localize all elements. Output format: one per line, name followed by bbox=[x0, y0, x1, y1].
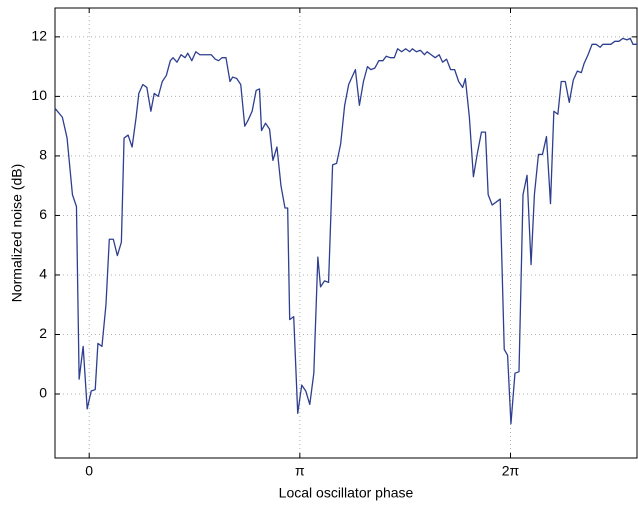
data-line bbox=[54, 37, 637, 425]
y-tick-label: 2 bbox=[39, 325, 47, 341]
y-axis-label: Normalized noise (dB) bbox=[9, 164, 25, 303]
y-tick-label: 10 bbox=[31, 87, 47, 103]
x-tick-label: π bbox=[295, 463, 305, 479]
y-tick-label: 12 bbox=[31, 28, 47, 44]
y-tick-label: 4 bbox=[39, 266, 47, 282]
x-axis-label: Local oscillator phase bbox=[279, 485, 414, 501]
x-tick-label: 0 bbox=[85, 463, 93, 479]
y-tick-label: 0 bbox=[39, 385, 47, 401]
y-tick-label: 8 bbox=[39, 147, 47, 163]
plot-frame bbox=[54, 7, 638, 459]
x-tick-label: 2π bbox=[502, 463, 520, 479]
y-tick-label: 6 bbox=[39, 206, 47, 222]
